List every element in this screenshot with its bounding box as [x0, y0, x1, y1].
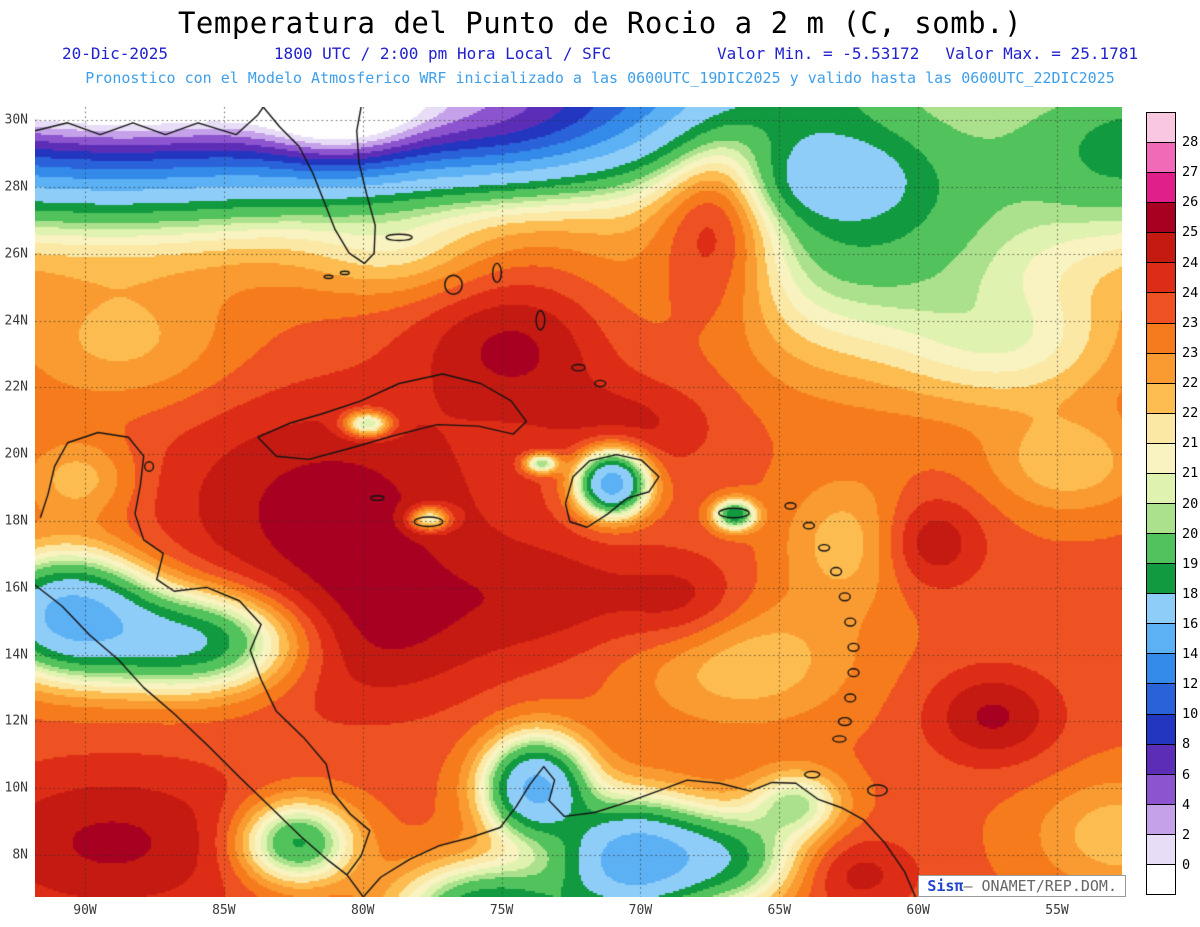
lon-tick-label: 70W [628, 903, 653, 918]
page-title: Temperatura del Punto de Rocio a 2 m (C,… [177, 6, 1023, 40]
colorbar-segment [1146, 803, 1176, 835]
lat-tick-label: 26N [4, 246, 28, 262]
colorbar-segment [1146, 683, 1176, 715]
value-max-label: Valor Max. = 25.1781 [945, 44, 1138, 63]
colorbar-label: 24 [1182, 284, 1199, 301]
colorbar-label: 20.5 [1182, 495, 1200, 512]
lat-tick-label: 14N [4, 647, 28, 663]
lon-tick-label: 90W [73, 903, 97, 918]
colorbar-segment [1146, 232, 1176, 264]
colorbar-label: 20 [1182, 525, 1199, 542]
colorbar-segment [1146, 743, 1176, 775]
colorbar-label: 6 [1182, 766, 1191, 783]
lon-tick-label: 55W [1045, 903, 1069, 918]
colorbar-segment [1146, 292, 1176, 324]
minmax-values: Valor Min. = -5.53172 Valor Max. = 25.17… [717, 44, 1138, 63]
colorbar-segment [1146, 503, 1176, 535]
colorbar-segment [1146, 322, 1176, 354]
colorbar-segment [1146, 593, 1176, 625]
colorbar-segment [1146, 773, 1176, 805]
colorbar-segment [1146, 412, 1176, 444]
colorbar-segment [1146, 382, 1176, 414]
model-info-line: Pronostico con el Modelo Atmosferico WRF… [85, 69, 1115, 87]
colorbar-segment [1146, 563, 1176, 595]
colorbar-segment [1146, 202, 1176, 234]
colorbar-segment [1146, 112, 1176, 144]
lat-tick-label: 12N [4, 713, 28, 729]
colorbar-label: 8 [1182, 736, 1191, 753]
colorbar-segment [1146, 623, 1176, 655]
colorbar [1146, 112, 1176, 896]
lat-tick-label: 24N [4, 313, 28, 329]
lon-tick-label: 75W [489, 903, 514, 918]
colorbar-segment [1146, 262, 1176, 294]
lat-tick-label: 10N [4, 780, 28, 796]
colorbar-label: 19 [1182, 555, 1199, 572]
colorbar-segment [1146, 472, 1176, 505]
lon-tick-label: 60W [906, 903, 930, 918]
colorbar-label: 12 [1182, 676, 1199, 693]
colorbar-label: 10 [1182, 706, 1199, 723]
colorbar-label: 23.5 [1182, 314, 1200, 331]
colorbar-segment [1146, 442, 1176, 474]
colorbar-label: 18 [1182, 585, 1199, 602]
colorbar-label: 23 [1182, 344, 1199, 361]
valid-date: 20-Dic-2025 [62, 44, 168, 63]
colorbar-segment [1146, 533, 1176, 565]
colorbar-label: 24.5 [1182, 254, 1200, 271]
colorbar-segment [1146, 863, 1176, 896]
colorbar-label: 14 [1182, 646, 1199, 663]
header-datetime-line: 20-Dic-2025 1800 UTC / 2:00 pm Hora Loca… [62, 44, 1138, 63]
lat-axis: 30N 28N 26N 24N 22N 20N 18N 16N 14N 12N 10N 8N [0, 107, 31, 897]
colorbar-label: 22.5 [1182, 375, 1200, 392]
lat-tick-label: 28N [4, 179, 28, 195]
lat-tick-label: 30N [4, 112, 28, 128]
lat-tick-label: 8N [12, 847, 28, 863]
colorbar-segment [1146, 833, 1176, 865]
colorbar-segment [1146, 653, 1176, 685]
colorbar-label: 25 [1182, 224, 1199, 241]
colorbar-label: 26 [1182, 194, 1199, 211]
lon-tick-label: 80W [350, 903, 375, 918]
colorbar-label: 2 [1182, 826, 1191, 843]
colorbar-label: 4 [1182, 796, 1191, 813]
value-min-label: Valor Min. = -5.53172 [717, 44, 920, 63]
lon-axis: 90W 85W 80W 75W 70W 65W 60W 55W [35, 900, 1122, 920]
watermark: Sisπ– ONAMET/REP.DOM. [918, 875, 1126, 897]
valid-time: 1800 UTC / 2:00 pm Hora Local / SFC [273, 44, 612, 63]
colorbar-label: 21 [1182, 465, 1199, 482]
colorbar-label: 21.5 [1182, 435, 1200, 452]
lon-tick-label: 85W [212, 903, 236, 918]
colorbar-label: 0 [1182, 856, 1191, 873]
watermark-brand: Sisπ [927, 877, 964, 895]
colorbar-label: 22 [1182, 405, 1199, 422]
lat-tick-label: 18N [4, 513, 28, 529]
watermark-text: – ONAMET/REP.DOM. [963, 877, 1117, 895]
lon-tick-label: 65W [767, 903, 792, 918]
lat-tick-label: 22N [4, 379, 28, 395]
lat-tick-label: 16N [4, 580, 28, 596]
colorbar-label: 16 [1182, 615, 1199, 632]
colorbar-segment [1146, 142, 1176, 174]
colorbar-label: 28 [1182, 134, 1199, 151]
colorbar-labels: 2827262524.52423.52322.52221.52120.52019… [1182, 112, 1200, 895]
colorbar-segment [1146, 352, 1176, 384]
colorbar-label: 27 [1182, 164, 1199, 181]
lat-tick-label: 20N [4, 446, 28, 462]
colorbar-segment [1146, 172, 1176, 204]
map-canvas [35, 107, 1122, 897]
colorbar-segment [1146, 713, 1176, 745]
